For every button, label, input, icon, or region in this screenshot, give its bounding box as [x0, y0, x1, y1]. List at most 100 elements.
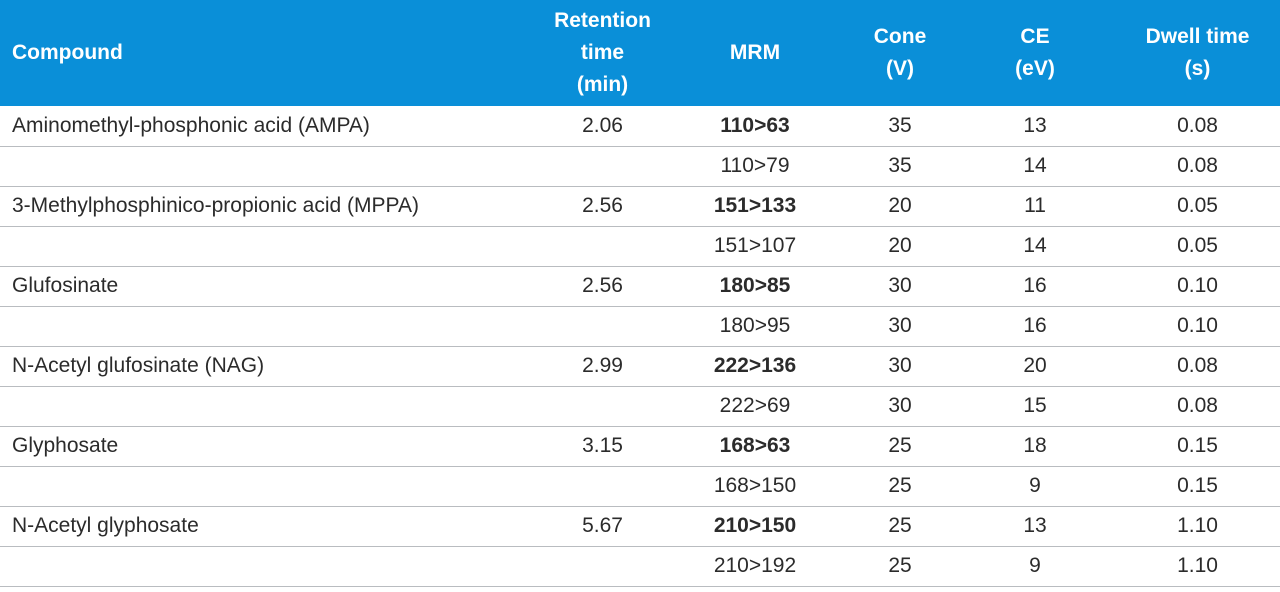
- header-dwell-time-line-1: Dwell time: [1145, 25, 1250, 48]
- cell-cone: 25: [845, 426, 955, 467]
- table-row: 222>69 30 15 0.08: [0, 386, 1280, 427]
- table-row: 3-Methylphosphinico-propionic acid (MPPA…: [0, 186, 1280, 227]
- cell-ce: 16: [955, 266, 1115, 307]
- cell-cone: 20: [845, 226, 955, 267]
- cell-cone: 35: [845, 106, 955, 147]
- cell-compound: N-Acetyl glyphosate: [0, 506, 540, 547]
- cell-retention-time: 2.56: [540, 266, 665, 307]
- cell-cone: 35: [845, 146, 955, 187]
- cell-cone: 25: [845, 466, 955, 507]
- header-cone-line-2: (V): [886, 57, 914, 80]
- header-mrm: MRM: [665, 0, 845, 106]
- cell-mrm-quantifier: 151>133: [665, 186, 845, 227]
- header-dwell-time: Dwell time (s): [1115, 0, 1280, 106]
- cell-compound: 3-Methylphosphinico-propionic acid (MPPA…: [0, 186, 540, 227]
- cell-retention-time: [540, 146, 665, 187]
- header-compound-line: Compound: [12, 41, 123, 64]
- cell-mrm-qualifier: 168>150: [665, 466, 845, 507]
- cell-ce: 14: [955, 146, 1115, 187]
- cell-compound: [0, 306, 540, 347]
- cell-dwell-time: 0.08: [1115, 106, 1280, 147]
- cell-retention-time: 2.06: [540, 106, 665, 147]
- table-body: Aminomethyl-phosphonic acid (AMPA) 2.06 …: [0, 106, 1280, 587]
- cell-cone: 30: [845, 306, 955, 347]
- cell-ce: 9: [955, 466, 1115, 507]
- cell-ce: 9: [955, 546, 1115, 587]
- header-cone: Cone (V): [845, 0, 955, 106]
- cell-compound: [0, 546, 540, 587]
- header-cone-line-1: Cone: [873, 25, 927, 48]
- cell-ce: 11: [955, 186, 1115, 227]
- cell-compound: Glyphosate: [0, 426, 540, 467]
- cell-ce: 15: [955, 386, 1115, 427]
- cell-compound: Aminomethyl-phosphonic acid (AMPA): [0, 106, 540, 147]
- cell-mrm-quantifier: 180>85: [665, 266, 845, 307]
- cell-mrm-quantifier: 210>150: [665, 506, 845, 547]
- cell-cone: 30: [845, 266, 955, 307]
- cell-retention-time: [540, 226, 665, 267]
- cell-cone: 30: [845, 346, 955, 387]
- cell-dwell-time: 0.05: [1115, 186, 1280, 227]
- table-row: Glyphosate 3.15 168>63 25 18 0.15: [0, 426, 1280, 467]
- cell-mrm-qualifier: 210>192: [665, 546, 845, 587]
- table-row: 110>79 35 14 0.08: [0, 146, 1280, 187]
- cell-cone: 20: [845, 186, 955, 227]
- cell-dwell-time: 1.10: [1115, 546, 1280, 587]
- table-row: Glufosinate 2.56 180>85 30 16 0.10: [0, 266, 1280, 307]
- table-row: 210>192 25 9 1.10: [0, 546, 1280, 587]
- cell-mrm-quantifier: 168>63: [665, 426, 845, 467]
- header-ce: CE (eV): [955, 0, 1115, 106]
- cell-dwell-time: 0.15: [1115, 466, 1280, 507]
- cell-mrm-qualifier: 151>107: [665, 226, 845, 267]
- cell-ce: 18: [955, 426, 1115, 467]
- cell-retention-time: 2.56: [540, 186, 665, 227]
- cell-retention-time: 3.15: [540, 426, 665, 467]
- header-retention-time-line-3: (min): [576, 73, 629, 96]
- cell-dwell-time: 0.05: [1115, 226, 1280, 267]
- cell-dwell-time: 1.10: [1115, 506, 1280, 547]
- cell-dwell-time: 0.08: [1115, 386, 1280, 427]
- cell-ce: 13: [955, 506, 1115, 547]
- table-row: 180>95 30 16 0.10: [0, 306, 1280, 347]
- header-retention-time: Retention time (min): [540, 0, 665, 106]
- table-row: Aminomethyl-phosphonic acid (AMPA) 2.06 …: [0, 106, 1280, 147]
- table-row: N-Acetyl glufosinate (NAG) 2.99 222>136 …: [0, 346, 1280, 387]
- cell-mrm-qualifier: 180>95: [665, 306, 845, 347]
- table-row: N-Acetyl glyphosate 5.67 210>150 25 13 1…: [0, 506, 1280, 547]
- cell-dwell-time: 0.08: [1115, 146, 1280, 187]
- cell-retention-time: [540, 466, 665, 507]
- header-row: Compound Retention time (min) MRM Cone (…: [0, 0, 1280, 106]
- header-ce-line-1: CE: [1020, 25, 1050, 48]
- cell-ce: 16: [955, 306, 1115, 347]
- cell-dwell-time: 0.15: [1115, 426, 1280, 467]
- cell-compound: [0, 146, 540, 187]
- table-header: Compound Retention time (min) MRM Cone (…: [0, 0, 1280, 106]
- cell-cone: 25: [845, 506, 955, 547]
- cell-compound: [0, 386, 540, 427]
- header-mrm-line: MRM: [729, 41, 781, 64]
- header-retention-time-line-1: Retention: [554, 9, 651, 32]
- cell-mrm-qualifier: 110>79: [665, 146, 845, 187]
- table-row: 151>107 20 14 0.05: [0, 226, 1280, 267]
- cell-retention-time: [540, 306, 665, 347]
- header-retention-time-line-2: time: [580, 41, 625, 64]
- cell-ce: 13: [955, 106, 1115, 147]
- cell-dwell-time: 0.10: [1115, 306, 1280, 347]
- cell-retention-time: [540, 546, 665, 587]
- cell-compound: [0, 466, 540, 507]
- cell-retention-time: [540, 386, 665, 427]
- cell-retention-time: 5.67: [540, 506, 665, 547]
- cell-compound: Glufosinate: [0, 266, 540, 307]
- table-row: 168>150 25 9 0.15: [0, 466, 1280, 507]
- header-dwell-time-line-2: (s): [1184, 57, 1211, 80]
- cell-compound: N-Acetyl glufosinate (NAG): [0, 346, 540, 387]
- cell-cone: 30: [845, 386, 955, 427]
- cell-dwell-time: 0.10: [1115, 266, 1280, 307]
- cell-mrm-qualifier: 222>69: [665, 386, 845, 427]
- header-ce-line-2: (eV): [1015, 57, 1055, 80]
- header-compound: Compound: [0, 0, 540, 106]
- cell-mrm-quantifier: 222>136: [665, 346, 845, 387]
- cell-mrm-quantifier: 110>63: [665, 106, 845, 147]
- cell-dwell-time: 0.08: [1115, 346, 1280, 387]
- cell-ce: 14: [955, 226, 1115, 267]
